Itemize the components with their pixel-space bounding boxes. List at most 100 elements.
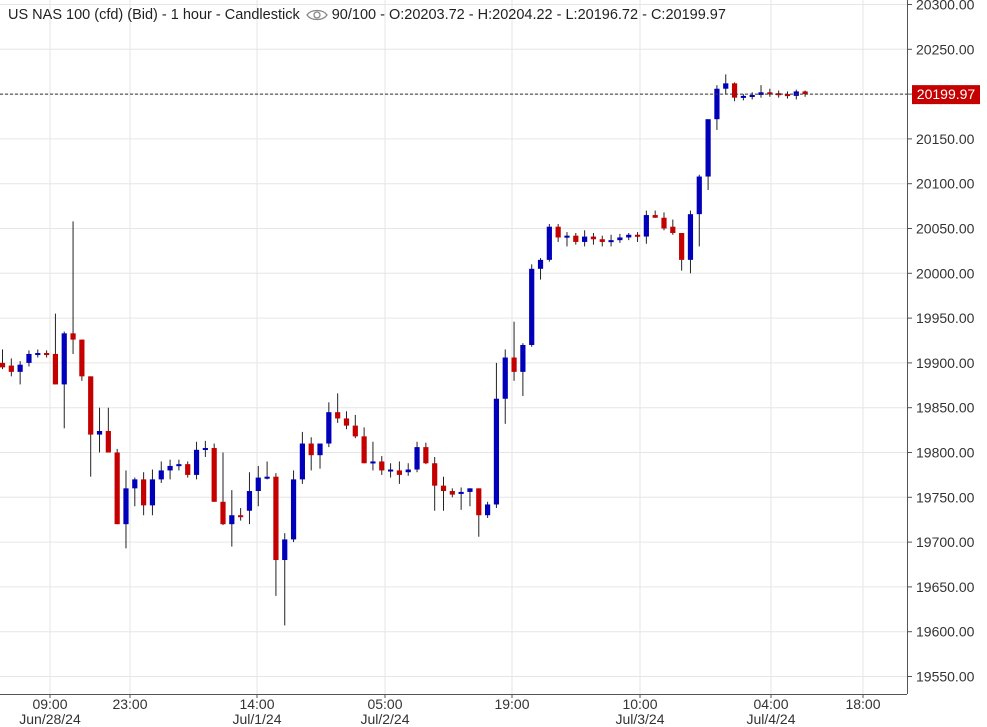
- candle[interactable]: [626, 232, 632, 241]
- candle[interactable]: [661, 212, 667, 231]
- candle[interactable]: [282, 533, 288, 626]
- candle[interactable]: [132, 477, 138, 507]
- candle[interactable]: [370, 441, 376, 471]
- candle[interactable]: [176, 459, 182, 471]
- candle[interactable]: [714, 85, 720, 130]
- candle[interactable]: [511, 321, 517, 381]
- candle[interactable]: [608, 234, 614, 247]
- candle[interactable]: [687, 210, 694, 274]
- candle[interactable]: [449, 488, 455, 498]
- candle[interactable]: [740, 94, 746, 101]
- candle[interactable]: [590, 232, 597, 245]
- candle[interactable]: [299, 431, 305, 484]
- candle[interactable]: [476, 488, 482, 537]
- candle[interactable]: [141, 472, 147, 516]
- candle[interactable]: [520, 343, 526, 397]
- candle[interactable]: [643, 210, 649, 244]
- candle[interactable]: [361, 427, 367, 464]
- candle[interactable]: [211, 443, 217, 502]
- candle[interactable]: [255, 465, 261, 507]
- candle[interactable]: [352, 414, 358, 439]
- candle[interactable]: [723, 74, 729, 95]
- candle[interactable]: [679, 232, 685, 271]
- candle[interactable]: [246, 472, 253, 525]
- candle[interactable]: [573, 232, 579, 245]
- candle[interactable]: [555, 224, 561, 242]
- candle[interactable]: [405, 463, 411, 476]
- candle[interactable]: [123, 470, 129, 549]
- candle[interactable]: [326, 402, 332, 448]
- candle[interactable]: [264, 461, 270, 480]
- candle[interactable]: [220, 452, 226, 526]
- candle[interactable]: [105, 407, 111, 453]
- candle[interactable]: [290, 470, 297, 543]
- candle[interactable]: [88, 376, 94, 477]
- candle[interactable]: [149, 469, 156, 516]
- candle-body-down: [211, 448, 217, 502]
- candle[interactable]: [537, 258, 544, 280]
- candle[interactable]: [467, 488, 473, 507]
- candle[interactable]: [529, 264, 535, 347]
- candle[interactable]: [767, 88, 773, 97]
- y-tick-label: 20150.00: [916, 131, 975, 147]
- candle[interactable]: [546, 224, 552, 262]
- candle[interactable]: [599, 235, 605, 247]
- candle[interactable]: [273, 473, 279, 596]
- candle[interactable]: [652, 210, 658, 218]
- candle[interactable]: [17, 361, 23, 385]
- candle[interactable]: [238, 508, 244, 521]
- candle[interactable]: [634, 232, 641, 242]
- candle[interactable]: [758, 85, 764, 98]
- candle[interactable]: [167, 459, 173, 480]
- candle[interactable]: [564, 232, 570, 247]
- candle[interactable]: [114, 448, 120, 525]
- candle[interactable]: [158, 461, 164, 483]
- candle[interactable]: [26, 350, 32, 367]
- candle[interactable]: [379, 456, 385, 475]
- candle-body-up: [537, 259, 544, 269]
- candle[interactable]: [44, 350, 50, 358]
- candle[interactable]: [0, 349, 6, 370]
- candle[interactable]: [458, 487, 464, 510]
- candle-layer[interactable]: [0, 74, 808, 626]
- candle[interactable]: [308, 437, 314, 471]
- candle-body-down: [105, 430, 111, 453]
- candle[interactable]: [229, 490, 235, 547]
- candle[interactable]: [423, 442, 429, 465]
- candle[interactable]: [317, 443, 323, 469]
- candle[interactable]: [776, 90, 782, 98]
- candle[interactable]: [485, 501, 491, 518]
- candle[interactable]: [617, 233, 623, 243]
- candle[interactable]: [96, 407, 103, 453]
- candle[interactable]: [61, 331, 67, 429]
- candle[interactable]: [696, 174, 702, 247]
- candle[interactable]: [440, 476, 447, 511]
- candle[interactable]: [749, 92, 755, 100]
- candle[interactable]: [335, 393, 341, 423]
- candle[interactable]: [670, 219, 676, 235]
- candle[interactable]: [432, 456, 438, 511]
- candle[interactable]: [193, 441, 200, 480]
- candle[interactable]: [387, 463, 394, 478]
- candle[interactable]: [784, 91, 791, 99]
- candle[interactable]: [705, 119, 711, 190]
- candle[interactable]: [343, 411, 350, 430]
- candle[interactable]: [185, 461, 191, 478]
- last-price-label: 20199.97: [917, 86, 976, 102]
- eye-icon[interactable]: [305, 8, 328, 22]
- candle[interactable]: [493, 362, 500, 509]
- candle-body-down: [776, 93, 782, 96]
- candle[interactable]: [8, 358, 14, 377]
- candle[interactable]: [396, 461, 402, 484]
- candle[interactable]: [35, 349, 41, 358]
- candle[interactable]: [731, 82, 738, 102]
- candle[interactable]: [70, 221, 76, 354]
- candle[interactable]: [52, 313, 59, 385]
- candle[interactable]: [79, 339, 85, 381]
- candle[interactable]: [414, 441, 420, 473]
- candle[interactable]: [502, 349, 508, 424]
- candle[interactable]: [582, 230, 588, 247]
- candle[interactable]: [202, 440, 208, 457]
